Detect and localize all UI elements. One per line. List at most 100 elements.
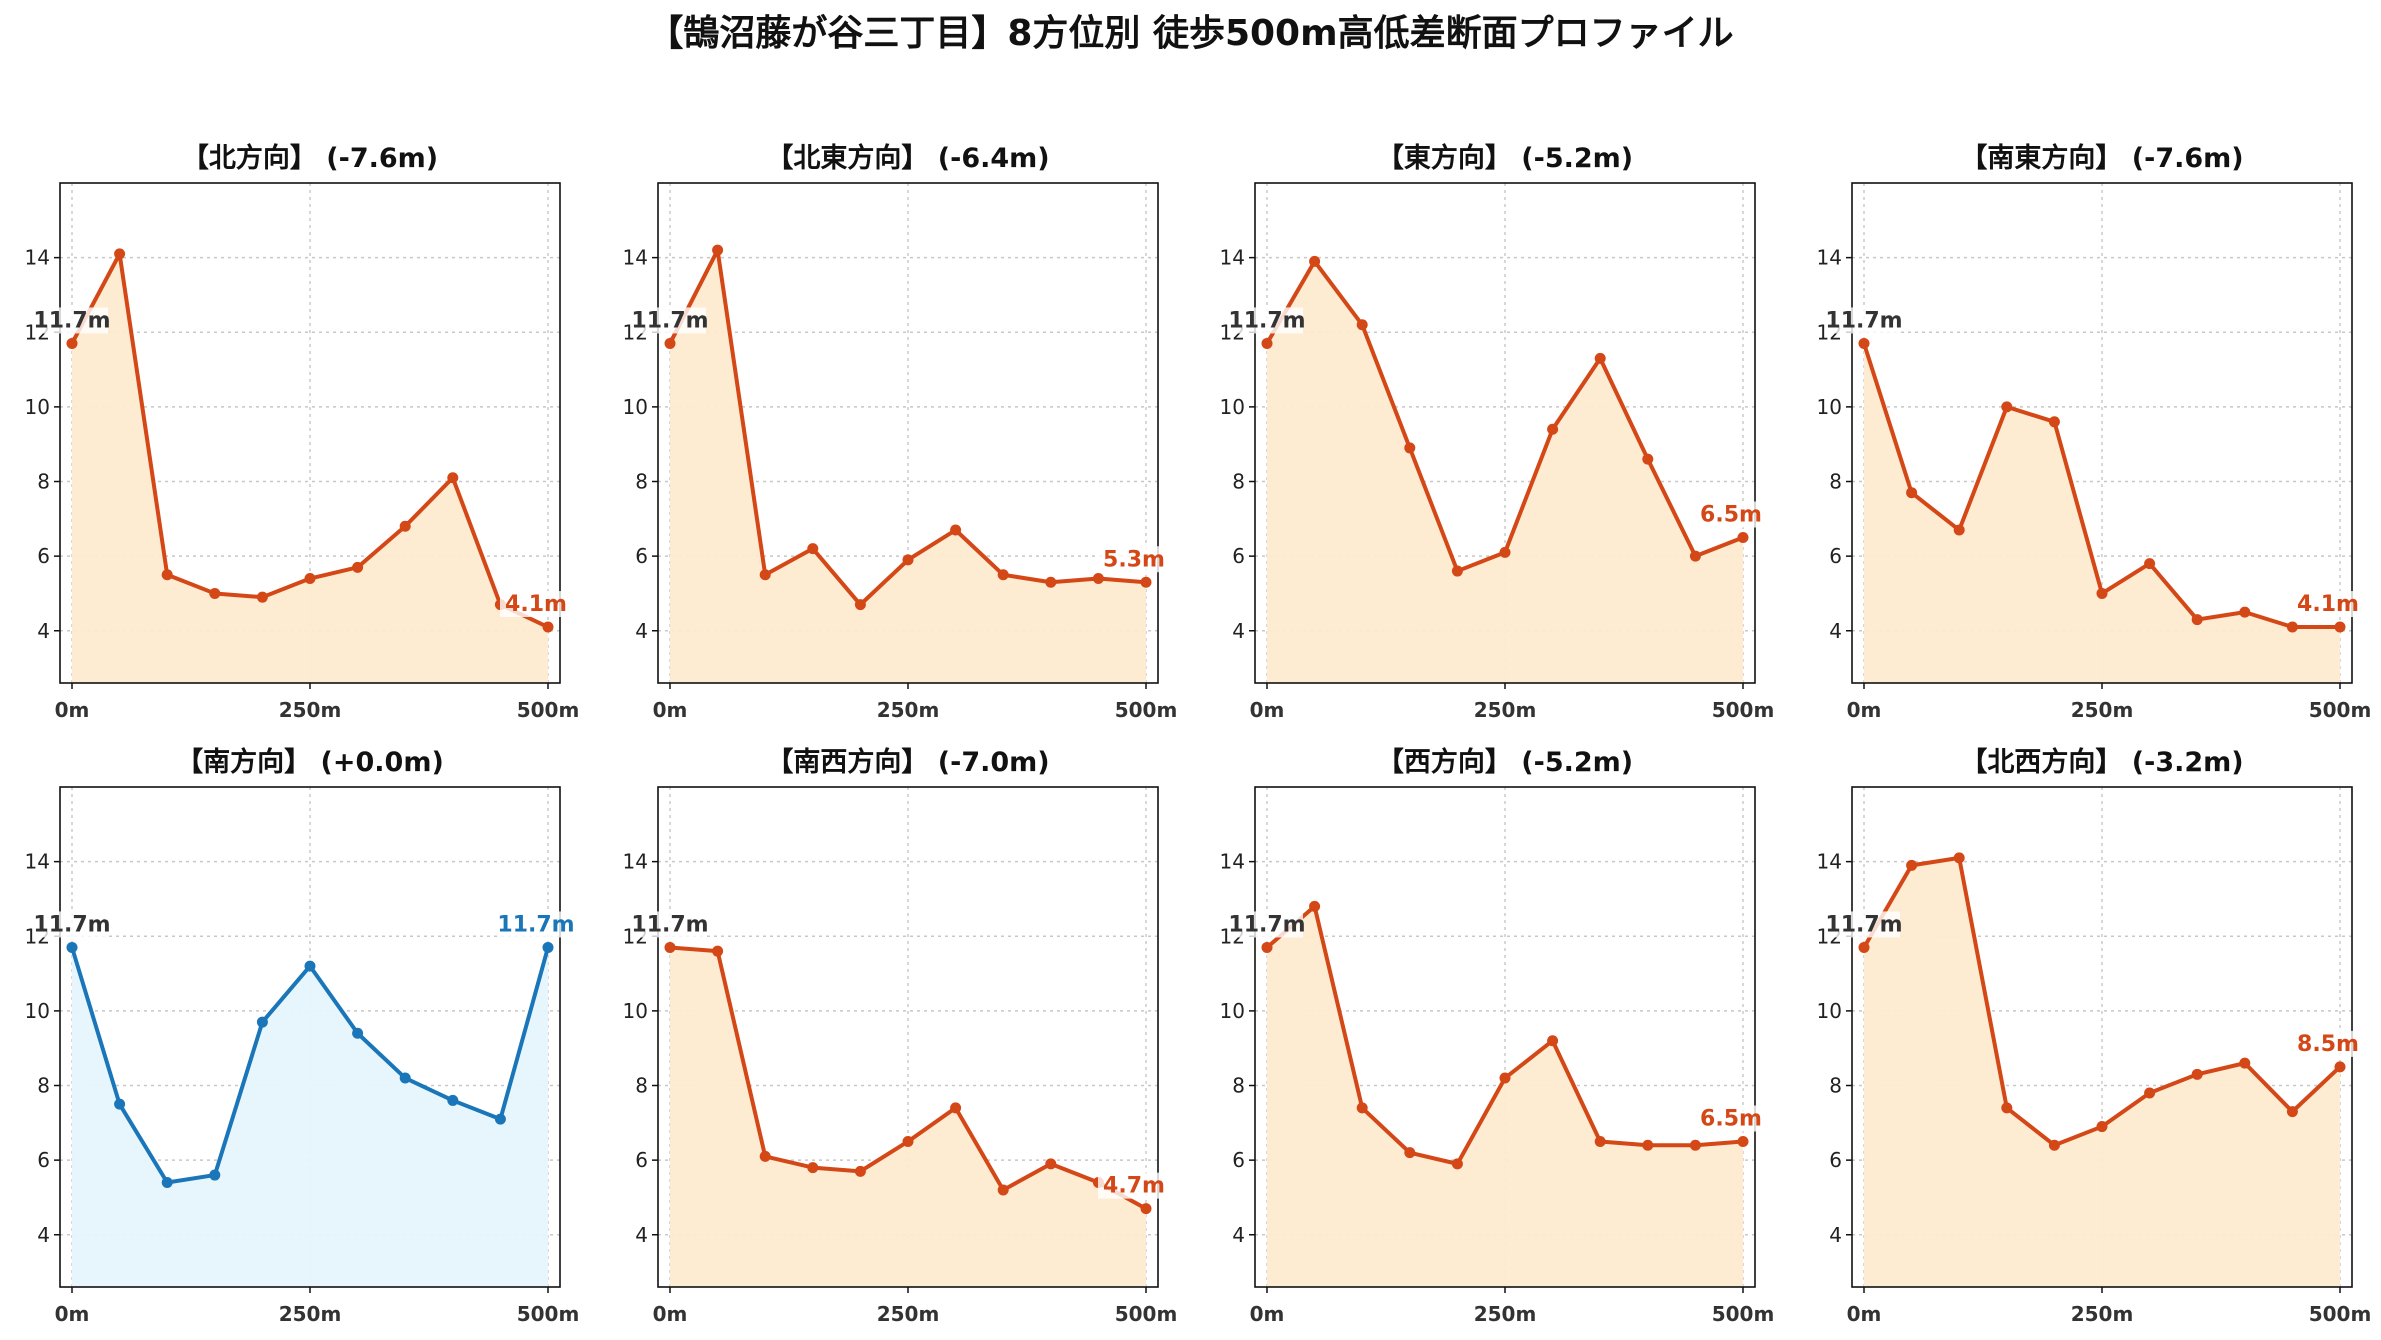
panel-title: 【北東方向】 (-6.4m): [766, 142, 1049, 174]
x-tick-label: 250m: [877, 1302, 940, 1326]
start-label-bg: [634, 911, 706, 938]
data-point: [1858, 941, 1870, 953]
data-point: [1642, 1139, 1654, 1151]
end-label-bg: [500, 911, 572, 938]
x-tick-label: 250m: [1474, 698, 1537, 722]
data-point: [1451, 565, 1463, 577]
panel-title: 【東方向】 (-5.2m): [1377, 142, 1633, 174]
y-tick-label: 10: [623, 395, 648, 419]
data-point: [256, 1016, 268, 1028]
elevation-area: [1864, 343, 2340, 683]
data-point: [759, 569, 771, 581]
panel-title: 【南方向】 (+0.0m): [176, 746, 444, 778]
x-tick-label: 0m: [1250, 1302, 1285, 1326]
data-point: [494, 1113, 506, 1125]
y-tick-label: 14: [1220, 246, 1245, 270]
data-point: [1547, 1035, 1559, 1047]
end-elevation-label: 11.7m: [497, 912, 574, 937]
panel-title: 【南西方向】 (-7.0m): [766, 746, 1049, 778]
start-elevation-label: 11.7m: [631, 308, 708, 333]
y-tick-label: 10: [25, 395, 50, 419]
y-tick-label: 8: [635, 1074, 648, 1098]
data-point: [2334, 621, 2346, 633]
start-label-bg: [1828, 307, 1900, 334]
data-point: [1547, 423, 1559, 435]
y-tick-label: 10: [623, 999, 648, 1023]
data-point: [2048, 416, 2060, 428]
data-point: [1737, 531, 1749, 543]
data-point: [1045, 1158, 1057, 1170]
data-point: [2191, 1068, 2203, 1080]
data-point: [352, 561, 364, 573]
y-tick-label: 6: [635, 544, 648, 568]
chart-panel-7: 【西方向】 (-5.2m)4681012140m250m500m11.7m6.5…: [1220, 746, 1775, 1326]
y-tick-label: 10: [25, 999, 50, 1023]
chart-panel-4: 【南東方向】 (-7.6m)4681012140m250m500m11.7m4.…: [1817, 142, 2372, 722]
data-point: [1309, 900, 1321, 912]
data-point: [759, 1150, 771, 1162]
start-elevation-label: 11.7m: [1825, 308, 1902, 333]
x-tick-label: 250m: [279, 1302, 342, 1326]
y-tick-label: 4: [1829, 619, 1842, 643]
data-point: [447, 472, 459, 484]
start-elevation-label: 11.7m: [631, 912, 708, 937]
y-tick-label: 6: [1232, 1148, 1245, 1172]
start-label-bg: [634, 307, 706, 334]
start-label-bg: [1231, 911, 1303, 938]
chart-panel-5: 【南方向】 (+0.0m)4681012140m250m500m11.7m11.…: [25, 746, 580, 1326]
x-tick-label: 0m: [55, 698, 90, 722]
y-tick-label: 4: [1232, 619, 1245, 643]
start-elevation-label: 11.7m: [33, 308, 110, 333]
data-point: [854, 599, 866, 611]
data-point: [1737, 1135, 1749, 1147]
start-label-bg: [36, 307, 108, 334]
data-point: [2286, 1106, 2298, 1118]
y-tick-label: 14: [25, 850, 50, 874]
data-point: [1858, 337, 1870, 349]
data-point: [2286, 621, 2298, 633]
y-tick-label: 14: [1220, 850, 1245, 874]
end-label-bg: [1098, 1172, 1170, 1199]
data-point: [304, 960, 316, 972]
data-point: [256, 591, 268, 603]
data-point: [950, 1102, 962, 1114]
chart-panel-1: 【北方向】 (-7.6m)4681012140m250m500m11.7m4.1…: [25, 142, 580, 722]
data-point: [2096, 587, 2108, 599]
data-point: [304, 573, 316, 585]
y-tick-label: 4: [1232, 1223, 1245, 1247]
end-label-bg: [1098, 546, 1170, 573]
y-tick-label: 6: [37, 544, 50, 568]
data-point: [1953, 852, 1965, 864]
x-tick-label: 250m: [2071, 1302, 2134, 1326]
chart-panel-8: 【北西方向】 (-3.2m)4681012140m250m500m11.7m8.…: [1817, 746, 2372, 1326]
data-point: [1404, 442, 1416, 454]
end-elevation-label: 4.1m: [505, 592, 567, 617]
data-point: [114, 248, 126, 260]
y-tick-label: 8: [37, 470, 50, 494]
x-tick-label: 500m: [2309, 698, 2372, 722]
end-label-bg: [500, 591, 572, 618]
elevation-area: [72, 253, 548, 684]
elevation-area: [1267, 906, 1743, 1287]
x-tick-label: 0m: [1250, 698, 1285, 722]
y-tick-label: 8: [1829, 1074, 1842, 1098]
x-tick-label: 500m: [517, 698, 580, 722]
data-point: [712, 244, 724, 256]
data-point: [447, 1094, 459, 1106]
data-point: [2001, 401, 2013, 413]
panel-title: 【北方向】 (-7.6m): [182, 142, 438, 174]
start-label-bg: [1828, 911, 1900, 938]
data-point: [1689, 550, 1701, 562]
end-elevation-label: 4.7m: [1103, 1174, 1165, 1199]
y-tick-label: 8: [1232, 470, 1245, 494]
y-tick-label: 4: [1829, 1223, 1842, 1247]
x-tick-label: 250m: [2071, 698, 2134, 722]
y-tick-label: 10: [1817, 999, 1842, 1023]
data-point: [807, 543, 819, 555]
data-point: [1309, 255, 1321, 267]
data-point: [1140, 1203, 1152, 1215]
data-point: [2239, 1057, 2251, 1069]
data-point: [399, 1072, 411, 1084]
y-tick-label: 8: [1232, 1074, 1245, 1098]
x-tick-label: 0m: [653, 1302, 688, 1326]
